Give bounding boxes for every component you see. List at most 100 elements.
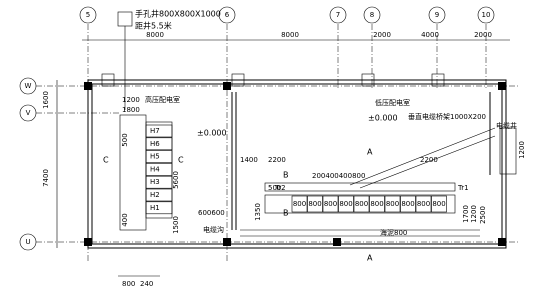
axis-label: 7	[336, 11, 340, 19]
axis-label: 8	[370, 11, 374, 19]
dimension: 2200	[420, 156, 438, 164]
dimension: 200400400800	[312, 172, 365, 180]
dimension: 1350	[254, 203, 262, 221]
dimension: 1200	[122, 96, 140, 104]
axis-bubble	[19, 233, 37, 251]
panel-label: H3	[150, 178, 160, 186]
axis-label: V	[26, 109, 31, 117]
dimension: 400	[121, 213, 129, 226]
dimension: 8000	[281, 31, 299, 39]
dimension: 1200	[518, 141, 526, 159]
dimension: 2000	[474, 31, 492, 39]
dimension: 500	[121, 133, 129, 146]
dimension: 800	[122, 280, 135, 288]
axis-bubble	[477, 6, 495, 24]
section-mark: A	[367, 148, 373, 157]
room-label: 低压配电室	[375, 98, 410, 107]
lv-panel-label: 800	[324, 200, 337, 208]
dimension: 1200	[470, 205, 478, 223]
axis-label: 9	[435, 11, 439, 19]
axis-bubble	[329, 6, 347, 24]
cable-shaft-label: 电缆井	[496, 121, 517, 130]
lv-panel-label: 800	[355, 200, 368, 208]
section-mark: B	[283, 209, 289, 218]
dimension: 1700	[462, 205, 470, 223]
dimension: 500	[268, 184, 281, 192]
cable-trench-label: 电缆沟	[203, 225, 224, 234]
panel-label: H5	[150, 153, 160, 161]
lv-panel	[431, 195, 447, 213]
room-label: 高压配电室	[145, 95, 180, 104]
dimension: 1800	[122, 106, 140, 114]
dimension: 2000	[373, 31, 391, 39]
lv-panel-label: 800	[386, 200, 399, 208]
dimension: 2500	[479, 206, 487, 224]
dimension: 2200	[268, 156, 286, 164]
lv-panel-label: 800	[417, 200, 430, 208]
lv-panel-label: 800	[370, 200, 383, 208]
section-mark: C	[103, 156, 109, 165]
panel	[145, 163, 173, 176]
axis-label: U	[25, 238, 30, 246]
section-mark: B	[283, 171, 289, 180]
dimension: 4000	[421, 31, 439, 39]
axis-label: 6	[225, 11, 230, 19]
axis-bubble	[19, 104, 37, 122]
panel-label: H7	[150, 127, 160, 135]
lv-panel	[322, 195, 339, 213]
lv-panel	[307, 195, 323, 213]
dimension: 1400	[240, 156, 258, 164]
panel-label: H6	[150, 140, 160, 148]
elevation: ±0.000	[368, 114, 398, 123]
panel-label: H1	[150, 204, 160, 212]
lv-panel	[400, 195, 416, 213]
axis-bubble	[79, 6, 97, 24]
panel	[145, 150, 173, 163]
lv-panel-label: 800	[339, 200, 352, 208]
dimension: 1600	[42, 91, 50, 109]
dimension: 8000	[146, 31, 164, 39]
dimension: 240	[140, 280, 153, 288]
lv-panel-label: 800	[308, 200, 321, 208]
dimension: 5600	[172, 171, 180, 189]
panel	[145, 175, 173, 189]
axis-bubble	[19, 77, 37, 95]
section-mark: C	[178, 156, 184, 165]
axis-label: 10	[482, 11, 491, 19]
hand-hole-label: 手孔井800X800X1000	[135, 9, 221, 19]
dimension: 7400	[42, 169, 50, 187]
axis-label: 5	[86, 11, 90, 19]
panel	[145, 137, 173, 151]
panel	[145, 201, 173, 215]
transformer: Tr2	[274, 184, 286, 192]
panel	[145, 124, 173, 138]
lv-panel	[338, 195, 354, 213]
panel-label: H4	[150, 165, 160, 173]
lv-panel	[369, 195, 385, 213]
elevation: ±0.000	[197, 129, 227, 138]
lv-panel-label: 800	[432, 200, 445, 208]
dimension: 1500	[172, 216, 180, 234]
axis-bubble	[363, 6, 381, 24]
trench-note: 海泥800	[380, 228, 407, 237]
lv-panel	[415, 195, 432, 213]
axis-bubble	[428, 6, 446, 24]
axis-label: W	[25, 82, 32, 90]
lv-panel	[291, 195, 308, 213]
section-mark: A	[367, 254, 373, 263]
dimension-lines	[56, 39, 510, 277]
hand-hole-note: 距井5.5米	[135, 21, 172, 31]
panel	[145, 188, 173, 202]
cable-tray-label: 垂直电缆桥架1000X200	[408, 112, 486, 121]
dimension: 600600	[198, 209, 225, 217]
lv-panel-label: 800	[401, 200, 414, 208]
lv-panel-label: 800	[293, 200, 306, 208]
transformer: Tr1	[457, 184, 469, 192]
lv-panel	[353, 195, 370, 213]
panel-label: H2	[150, 191, 160, 199]
hand-hole	[117, 11, 133, 27]
walls	[84, 73, 507, 249]
grid-lines	[36, 24, 520, 262]
lv-panel	[384, 195, 401, 213]
